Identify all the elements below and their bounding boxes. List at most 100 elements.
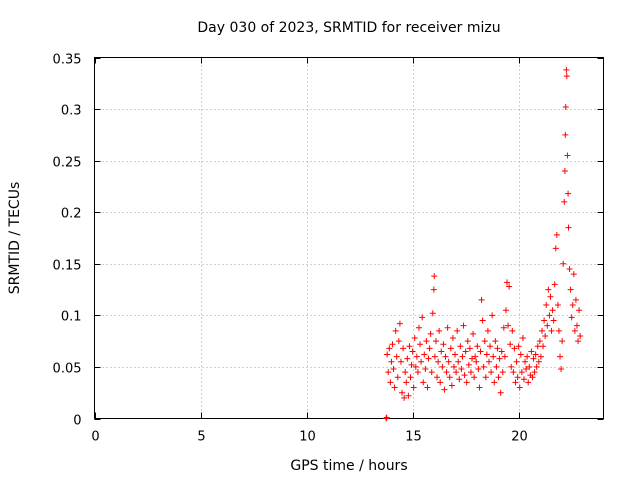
data-point	[488, 369, 495, 376]
data-point	[525, 379, 532, 386]
y-axis-label: SRMTID / TECUs	[7, 182, 23, 295]
data-point	[442, 353, 449, 360]
data-point	[396, 320, 403, 327]
data-point	[405, 392, 412, 399]
data-point	[518, 369, 525, 376]
data-point	[425, 355, 432, 362]
data-point	[383, 415, 390, 422]
plot-frame	[94, 57, 604, 419]
data-point	[567, 286, 574, 293]
x-tick-label: 5	[197, 430, 205, 445]
data-point	[439, 363, 446, 370]
data-point	[547, 293, 554, 300]
data-point	[434, 374, 441, 381]
y-tick-label: 0.15	[53, 259, 82, 274]
data-point	[474, 343, 481, 350]
data-point	[466, 345, 473, 352]
data-point	[475, 365, 482, 372]
data-point	[438, 348, 445, 355]
data-point	[418, 358, 425, 365]
data-point	[502, 307, 509, 314]
data-point	[397, 358, 404, 365]
data-point	[542, 332, 549, 339]
data-point	[577, 332, 584, 339]
data-point	[409, 348, 416, 355]
data-point	[538, 327, 545, 334]
grid	[94, 57, 604, 419]
data-point	[444, 324, 451, 331]
data-point	[571, 327, 578, 334]
data-point	[481, 338, 488, 345]
data-point	[509, 327, 516, 334]
data-point	[437, 379, 444, 386]
data-point	[565, 190, 572, 197]
y-tick-label: 0	[73, 414, 81, 429]
data-point	[532, 351, 539, 358]
data-point	[513, 358, 520, 365]
y-tick-label: 0.25	[53, 156, 82, 171]
data-point	[482, 374, 489, 381]
data-point	[449, 335, 456, 342]
data-point	[471, 374, 478, 381]
x-tick-label: 20	[511, 430, 528, 445]
data-point	[452, 351, 459, 358]
data-point	[386, 345, 393, 352]
data-point	[423, 338, 430, 345]
data-point	[500, 324, 507, 331]
data-point	[415, 324, 422, 331]
y-tick-label: 0.3	[61, 104, 82, 119]
data-point	[485, 358, 492, 365]
data-point	[524, 353, 531, 360]
data-point	[573, 322, 580, 329]
data-point	[426, 345, 433, 352]
data-point	[531, 369, 538, 376]
data-point	[533, 363, 540, 370]
data-point	[507, 341, 514, 348]
data-point	[554, 302, 561, 309]
data-point	[446, 374, 453, 381]
data-point	[480, 363, 487, 370]
data-point	[419, 314, 426, 321]
data-point	[383, 414, 390, 421]
data-point	[411, 335, 418, 342]
data-point	[429, 310, 436, 317]
data-point	[491, 379, 498, 386]
data-point	[546, 312, 553, 319]
data-point	[421, 351, 428, 358]
data-point	[453, 369, 460, 376]
x-tick-label: 0	[91, 430, 99, 445]
data-point	[561, 198, 568, 205]
x-axis-label: GPS time / hours	[290, 458, 407, 474]
data-point	[562, 104, 569, 111]
data-point	[545, 286, 552, 293]
data-point	[445, 358, 452, 365]
data-point	[472, 353, 479, 360]
data-point	[391, 384, 398, 391]
data-point	[424, 384, 431, 391]
data-point	[569, 302, 576, 309]
y-tick-label: 0.05	[53, 362, 82, 377]
data-point	[395, 338, 402, 345]
data-point	[461, 372, 468, 379]
data-point	[432, 338, 439, 345]
data-point	[537, 353, 544, 360]
data-point	[555, 327, 562, 334]
data-point	[456, 376, 463, 383]
data-point	[562, 131, 569, 138]
data-point	[404, 355, 411, 362]
data-point	[455, 358, 462, 365]
data-point	[484, 327, 491, 334]
data-point	[551, 281, 558, 288]
data-point	[464, 338, 471, 345]
data-point	[530, 355, 537, 362]
data-point	[393, 353, 400, 360]
data-point	[431, 353, 438, 360]
data-point	[544, 322, 551, 329]
data-point	[493, 363, 500, 370]
data-point	[499, 369, 506, 376]
data-point	[528, 348, 535, 355]
data-point	[389, 341, 396, 348]
data-point	[402, 369, 409, 376]
data-point	[399, 389, 406, 396]
